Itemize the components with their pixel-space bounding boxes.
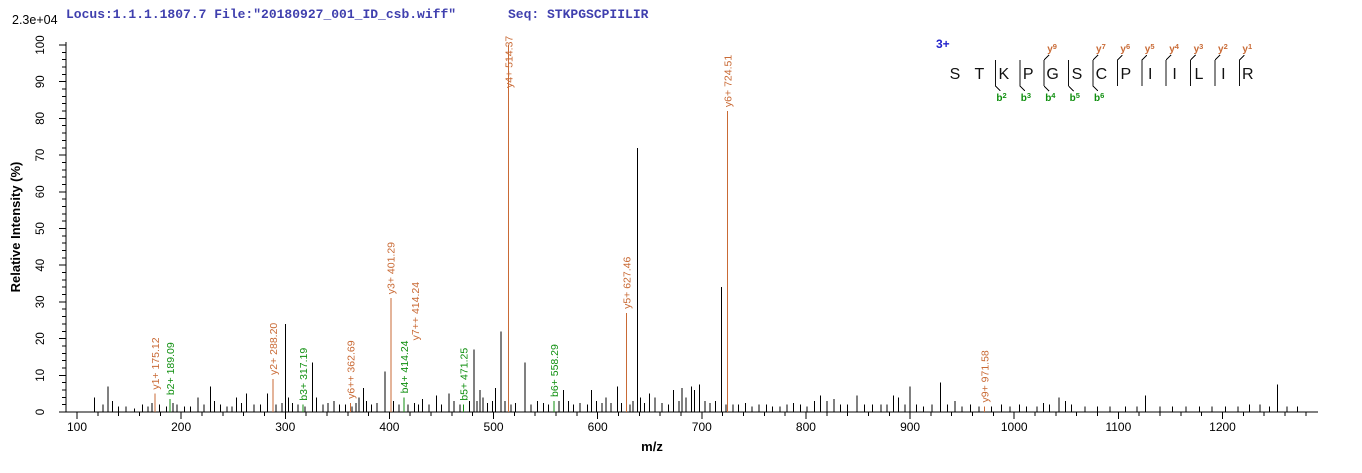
peak-label: y6++ 362.69 [346,340,358,399]
y-tick-label: 10 [35,369,47,382]
residue-8: P [1120,66,1131,83]
peak-label: y5+ 627.46 [621,256,633,308]
x-tick-label: 800 [796,420,816,434]
peak-label: b2+ 189.09 [165,342,177,395]
residue-3: K [998,66,1009,83]
b-ion-mark-b6: b6 [1094,91,1104,104]
y-ion-mark-y9: y9 [1047,42,1057,55]
residue-6: S [1072,66,1083,83]
y-axis-ticks: 0 10 20 30 40 50 60 70 80 90 100 Relative Intensity… [8,35,66,415]
x-tick-label: 900 [900,420,920,434]
peak-label: y6+ 724.51 [722,55,734,107]
peak-label: y3+ 401.29 [386,242,398,294]
peak-label: y4+ 514.37 [504,36,516,88]
residue-13: R [1242,66,1254,83]
precursor-charge-label: 3+ [936,37,950,51]
x-tick-label: 200 [171,420,191,434]
x-tick-label: 1200 [1209,420,1236,434]
x-tick-label: 400 [379,420,399,434]
max-intensity-label: 2.3e+04 [12,13,58,27]
axes [65,42,1318,413]
residue-2: T [975,66,985,83]
peak-label: b6+ 558.29 [549,344,561,397]
y-ion-mark-y7: y7 [1096,42,1106,55]
b-ion-mark-b3: b3 [1021,91,1031,104]
residue-11: L [1195,66,1204,83]
y-tick-label: 50 [35,222,47,235]
y-tick-label: 0 [35,409,47,415]
b-ion-mark-b5: b5 [1070,91,1080,104]
y-tick-label: 70 [35,149,47,162]
residue-5: G [1046,66,1058,83]
peak-label: b4+ 414.24 [399,340,411,393]
peak-label: y7++ 414.24 [410,282,422,341]
residue-4: P [1023,66,1034,83]
x-tick-label: 1000 [1001,420,1028,434]
y-ion-mark-y3: y3 [1194,42,1204,55]
peak-label: b5+ 471.25 [459,348,471,401]
residue-10: I [1172,66,1176,83]
residue-9: I [1148,66,1152,83]
x-axis-title: m/z [641,439,663,454]
y-ion-mark-y6: y6 [1120,42,1130,55]
peak-label: y9+ 971.58 [980,350,992,402]
x-tick-label: 700 [692,420,712,434]
y-ion-mark-y2: y2 [1218,42,1228,55]
header-sequence-label: Seq: STKPGSCPIILIR [508,7,649,22]
peak-label: b3+ 317.19 [298,348,310,401]
y-ion-mark-y4: y4 [1169,42,1180,55]
y-tick-label: 20 [35,332,47,345]
unmatched-peaks [94,147,1298,412]
residue-1: S [950,66,961,83]
y-tick-label: 100 [35,35,47,54]
y-tick-label: 30 [35,296,47,309]
y-ion-mark-y5: y5 [1145,42,1155,55]
y-axis-title: Relative Intensity (%) [8,162,23,293]
b-ion-mark-b4: b4 [1045,91,1056,104]
residue-12: I [1221,66,1225,83]
x-tick-label: 1100 [1105,420,1131,434]
y-tick-label: 80 [35,112,47,125]
x-tick-label: 300 [275,420,295,434]
peak-label: y2+ 288.20 [268,323,280,375]
x-tick-label: 500 [484,420,504,434]
y-ion-mark-y1: y1 [1242,42,1252,55]
b-ion-mark-b2: b2 [996,91,1006,104]
residue-7: C [1096,66,1108,83]
x-axis-ticks: 100 200 300 400 500 600 700 800 900 1000 1100 1200 m… [67,412,1307,454]
peak-label: y1+ 175.12 [150,337,162,389]
y-tick-label: 60 [35,185,47,198]
annotated-peaks: y1+ 175.12 b2+ 189.09 y2+ 288.20 b3+ 317.19… [150,36,992,412]
x-tick-label: 600 [588,420,608,434]
x-tick-label: 100 [67,420,87,434]
y-tick-label: 90 [35,75,47,88]
y-tick-label: 40 [35,259,47,272]
header-locus-file: Locus:1.1.1.1807.7 File:"20180927_001_ID… [66,7,457,22]
